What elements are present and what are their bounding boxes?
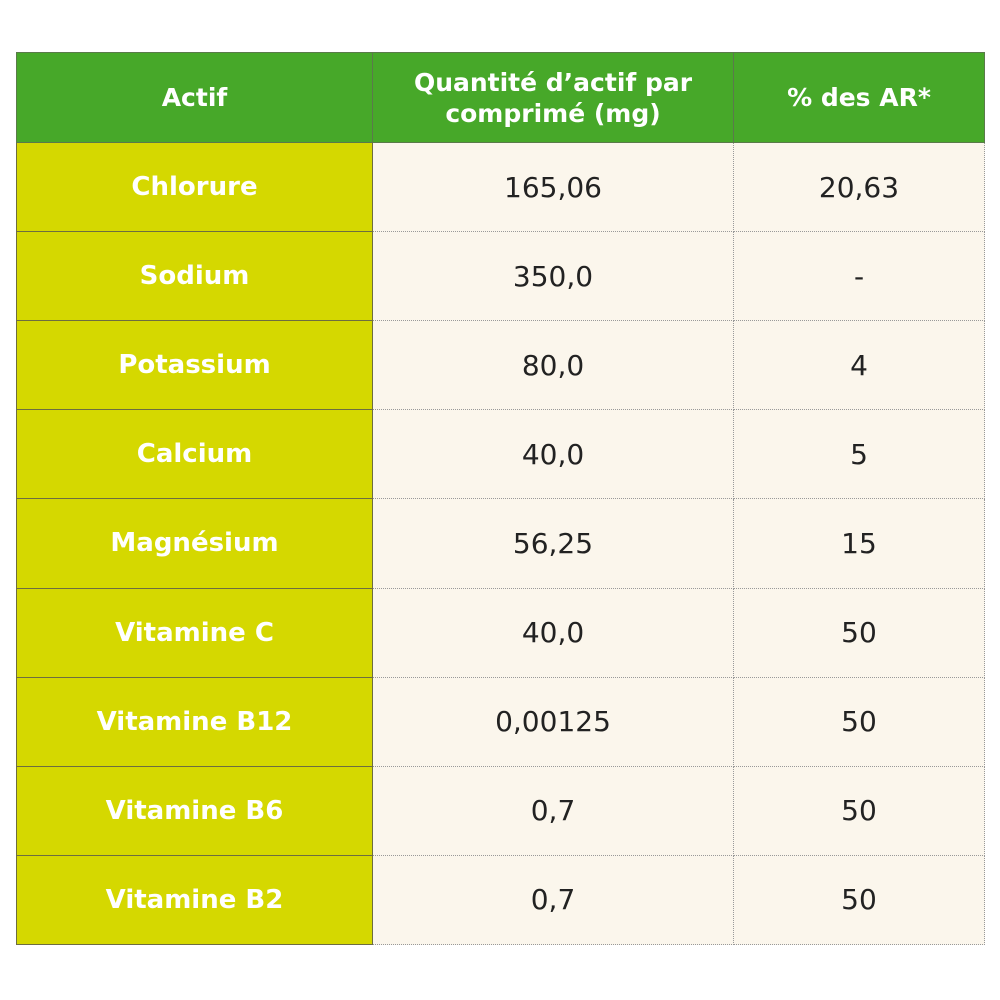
table-row: Chlorure 165,06 20,63 [16,141,985,233]
ar-percent-cell: - [733,231,985,322]
active-name: Calcium [16,409,373,500]
quantity-cell: 80,0 [372,320,734,411]
table-row: Sodium 350,0- [16,231,985,322]
ar-percent-cell: 5 [733,409,985,500]
table-row: Vitamine B12 0,00125 50 [16,676,985,767]
table-row: Magnésium 56,25 15 [16,498,985,589]
header-row: Actif Quantité d’actif par comprimé (mg)… [16,52,985,143]
ar-percent-cell: 50 [733,587,985,678]
active-name: Vitamine B12 [16,676,373,767]
ar-percent-cell: 50 [733,765,985,856]
table-row: Vitamine B6 0,7 50 [16,765,985,856]
table-row: Calcium 40,0 5 [16,409,985,500]
active-name: Magnésium [16,498,373,589]
quantity-cell: 0,00125 [372,676,734,767]
active-name: Chlorure [16,141,373,233]
quantity-cell: 40,0 [372,409,734,500]
header-actif: Actif [16,52,373,143]
ar-percent-cell: 15 [733,498,985,589]
header-pourcentage-ar: % des AR* [733,52,985,143]
ar-percent-cell: 50 [733,676,985,767]
active-name: Sodium [16,231,373,322]
ar-percent-cell: 4 [733,320,985,411]
quantity-cell: 350,0 [372,231,734,322]
ar-percent-cell: 50 [733,854,985,946]
active-name: Vitamine C [16,587,373,678]
quantity-cell: 0,7 [372,765,734,856]
table-row: Potassium 80,0 4 [16,320,985,411]
header-quantite: Quantité d’actif par comprimé (mg) [372,52,734,143]
active-name: Vitamine B6 [16,765,373,856]
table-row: Vitamine B2 0,7 50 [16,854,985,946]
quantity-cell: 40,0 [372,587,734,678]
quantity-cell: 56,25 [372,498,734,589]
nutrition-table: Actif Quantité d’actif par comprimé (mg)… [16,52,985,946]
quantity-cell: 165,06 [372,141,734,233]
quantity-cell: 0,7 [372,854,734,946]
ar-percent-cell: 20,63 [733,141,985,233]
active-name: Potassium [16,320,373,411]
table-row: Vitamine C 40,0 50 [16,587,985,678]
active-name: Vitamine B2 [16,854,373,946]
